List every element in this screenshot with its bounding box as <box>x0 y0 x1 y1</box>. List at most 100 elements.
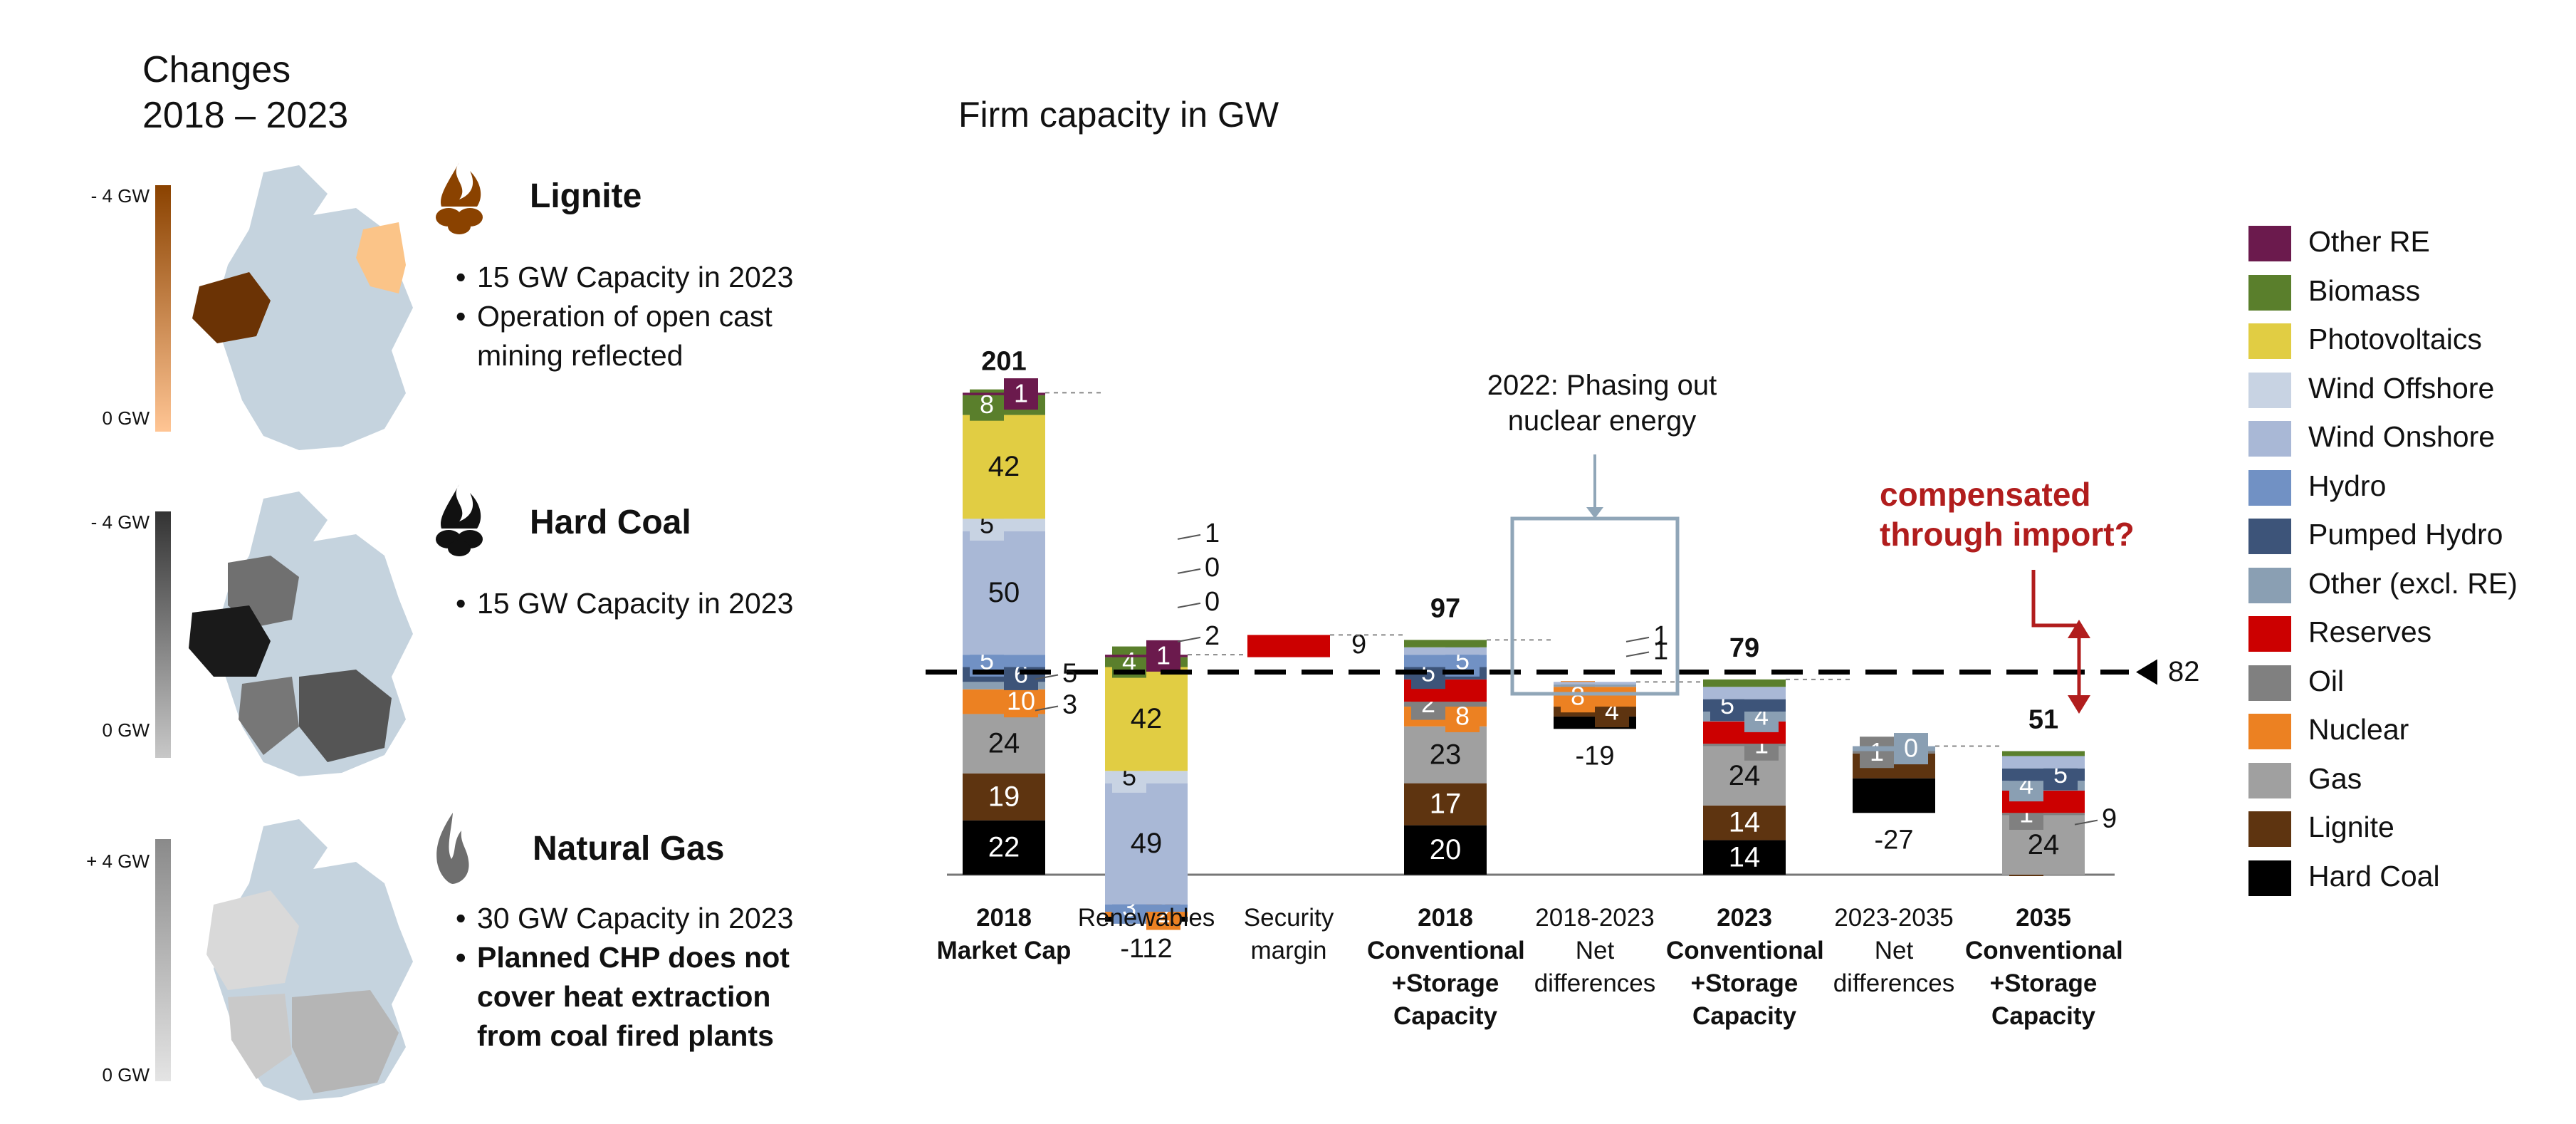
x-category-label: 2023 Conventional +Storage Capacity <box>1666 902 1824 1033</box>
legend-swatch <box>2248 469 2291 506</box>
segment-label: 1 <box>1014 379 1028 408</box>
legend-label: Photovoltaics <box>2308 323 2482 355</box>
legend-swatch <box>2248 616 2291 652</box>
side-label: 2 <box>1205 621 1220 651</box>
delta-label: 9 <box>1351 630 1366 660</box>
lignite-flame-icon <box>436 162 483 234</box>
phaseout-arrow-head-icon <box>1586 507 1603 519</box>
legend-swatch <box>2248 323 2291 360</box>
legend-label: Hard Coal <box>2308 859 2440 893</box>
x-category-label: 2018 Conventional +Storage Capacity <box>1367 902 1525 1033</box>
delta-label: -27 <box>1875 825 1914 855</box>
legend-item: Wind Offshore <box>2248 369 2495 408</box>
legend-label: Oil <box>2308 664 2345 697</box>
import-line-2: through import? <box>1880 516 2135 553</box>
bar-total-label: 51 <box>2028 705 2058 735</box>
segment-label-box <box>1894 733 1928 765</box>
bar-segment <box>1404 783 1487 826</box>
segment-label: 49 <box>1131 828 1163 859</box>
x-category-line: 2023 <box>1717 904 1772 932</box>
side-label: 5 <box>1062 658 1077 688</box>
hard-coal-scale-bar <box>155 511 171 758</box>
x-category-line: Conventional <box>1666 937 1824 964</box>
side-label: 3 <box>1062 690 1077 719</box>
side-label-leader <box>1035 674 1059 680</box>
lignite-bullets: • 15 GW Capacity in 2023 • Operation of op… <box>456 258 793 375</box>
bar-segment <box>1554 684 1636 687</box>
segment-label-box <box>1004 686 1038 718</box>
side-label: 9 <box>2102 804 2117 834</box>
x-category-line: 2018 <box>1418 904 1473 932</box>
bar-segment <box>1247 635 1330 657</box>
hard-coal-region-nrw <box>189 605 271 677</box>
bar-segment <box>1404 647 1487 655</box>
lignite-map-block: - 4 GW 0 GW <box>85 165 456 468</box>
bar-segment <box>963 415 1045 519</box>
segment-label: 42 <box>988 451 1020 482</box>
phaseout-box <box>1510 516 1680 696</box>
phaseout-annotation: 2022: Phasing out nuclear energy <box>1445 368 1759 439</box>
x-category-line: Capacity <box>1692 1002 1796 1030</box>
bar-segment <box>1554 682 1636 685</box>
import-arrow-up-icon <box>2068 620 2090 638</box>
x-category-line: +Storage <box>1989 969 2098 997</box>
segment-label: 8 <box>1571 682 1585 711</box>
segment-label: 10 <box>1007 687 1035 716</box>
legend-label: Wind Offshore <box>2308 371 2495 405</box>
segment-label-box <box>1860 737 1894 769</box>
segment-label: 8 <box>1455 701 1470 730</box>
x-category-line: 2018 <box>976 904 1032 932</box>
hard-coal-bullet-1: • 15 GW Capacity in 2023 <box>456 587 794 620</box>
segment-label: 14 <box>1729 807 1761 838</box>
hard-coal-region-bw <box>239 677 299 755</box>
segment-label: 1 <box>1870 737 1884 766</box>
natural-gas-bullets: • 30 GW Capacity in 2023 • Planned CHP doe… <box>456 899 793 1056</box>
lignite-bullet-3: mining reflected <box>477 339 684 372</box>
legend-item: Wind Onshore <box>2248 417 2495 457</box>
bar-segment <box>963 714 1045 774</box>
delta-label: -19 <box>1576 741 1615 771</box>
phaseout-line-2: nuclear energy <box>1507 405 1697 437</box>
x-category-line: Market Cap <box>936 937 1072 964</box>
segment-label: 24 <box>1729 760 1761 791</box>
x-category-line: Conventional <box>1965 937 2123 964</box>
natural-gas-bullet-4: from coal fired plants <box>477 1019 774 1052</box>
x-category-line: margin <box>1250 937 1327 964</box>
title-line-1: Changes <box>142 49 291 90</box>
left-panel-title: Changes 2018 – 2023 <box>142 47 348 138</box>
segment-label: 19 <box>988 781 1020 812</box>
legend-label: Reserves <box>2308 615 2432 648</box>
bar-segment <box>1404 640 1487 647</box>
import-arrow-down-icon <box>2068 695 2090 714</box>
side-label-leader <box>1035 705 1059 712</box>
legend-label: Biomass <box>2308 274 2421 307</box>
phaseout-line-1: 2022: Phasing out <box>1487 370 1717 401</box>
x-category-line: Capacity <box>1991 1002 2095 1030</box>
natural-gas-bullet-1: • 30 GW Capacity in 2023 <box>456 902 794 935</box>
segment-label: 4 <box>1122 647 1136 676</box>
legend-item: Biomass <box>2248 271 2421 311</box>
legend-label: Other RE <box>2308 225 2430 258</box>
legend-swatch <box>2248 421 2291 457</box>
legend-label: Other (excl. RE) <box>2308 566 2518 600</box>
natural-gas-bullet-2: • Planned CHP does not <box>456 941 790 974</box>
legend-item: Gas <box>2248 759 2362 798</box>
bar-total-label: 97 <box>1430 593 1460 623</box>
side-label-leader <box>1177 568 1201 574</box>
legend-swatch <box>2248 372 2291 408</box>
natural-gas-map-block: + 4 GW 0 GW <box>85 819 456 1108</box>
side-label: 1 <box>1205 519 1220 548</box>
segment-label: 22 <box>988 831 1020 863</box>
x-category-line: differences <box>1833 969 1955 997</box>
bar-segment <box>963 531 1045 655</box>
legend-label: Lignite <box>2308 811 2394 843</box>
legend-item: Pumped Hydro <box>2248 515 2503 555</box>
hard-coal-region-bavaria <box>299 670 392 762</box>
natural-gas-bullet-3: cover heat extraction <box>477 980 771 1013</box>
lignite-scale-bar <box>155 185 171 432</box>
x-category-label: Renewables <box>1068 902 1225 935</box>
segment-label-box <box>1146 640 1180 672</box>
lignite-scale-top: - 4 GW <box>90 185 150 207</box>
hard-coal-scale-bottom: 0 GW <box>102 719 150 741</box>
